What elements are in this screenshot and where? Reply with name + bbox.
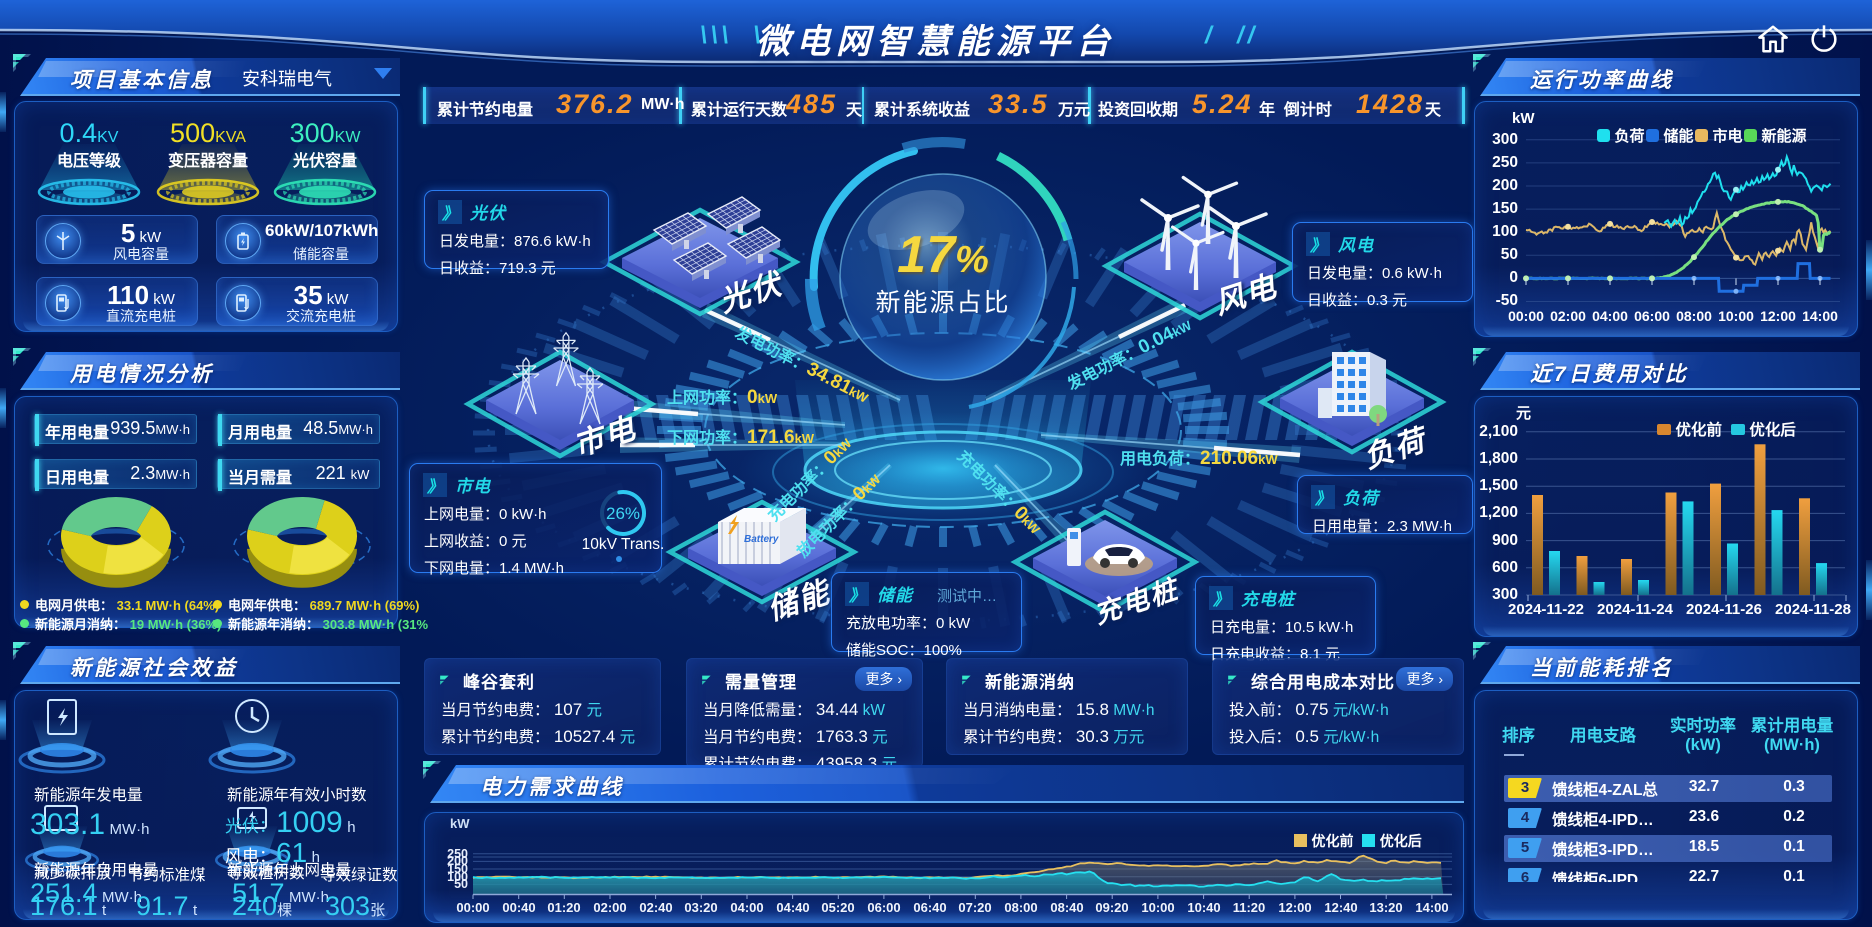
svg-text:Battery: Battery	[744, 534, 779, 545]
